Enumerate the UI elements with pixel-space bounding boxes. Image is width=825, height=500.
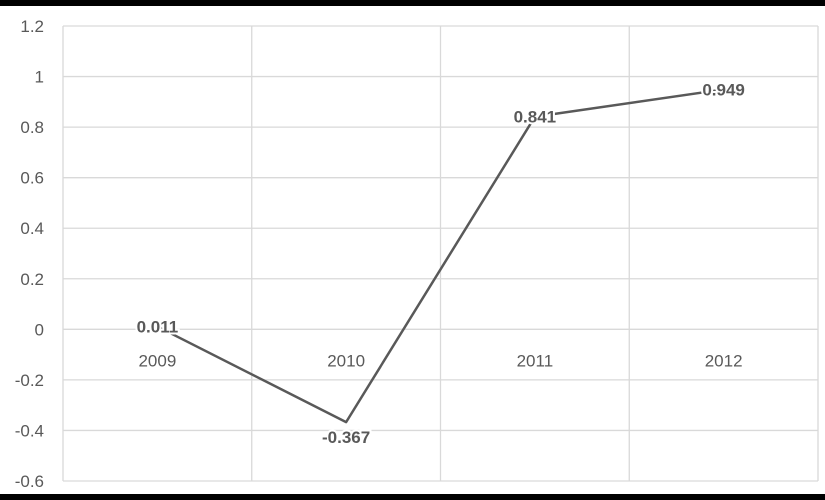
y-tick-label: 0.8 — [20, 118, 44, 137]
x-category-label: 2012 — [705, 351, 743, 370]
y-tick-label: 0.2 — [20, 270, 44, 289]
y-tick-label: 1 — [35, 68, 44, 87]
y-tick-label: 0 — [35, 320, 44, 339]
y-axis-tick-labels: 1.2 1 0.8 0.6 0.4 0.2 0 -0.2 -0.4 -0.6 — [15, 17, 44, 491]
gridlines — [62, 25, 819, 482]
y-tick-label: -0.6 — [15, 472, 44, 491]
y-tick-label: 1.2 — [20, 17, 44, 36]
y-tick-label: -0.4 — [15, 421, 44, 440]
data-label: 0.011 — [137, 318, 179, 337]
data-label: 0.841 — [514, 108, 557, 127]
series-line-group — [156, 88, 724, 424]
x-category-label: 2010 — [327, 351, 365, 370]
x-category-label: 2011 — [517, 351, 554, 370]
plot-background — [0, 6, 825, 494]
x-axis-category-labels: 2009 2010 2011 2012 — [138, 351, 742, 370]
data-label: 0.949 — [702, 80, 745, 99]
x-category-label: 2009 — [138, 351, 176, 370]
y-tick-label: 0.4 — [20, 219, 44, 238]
y-tick-label: -0.2 — [15, 371, 44, 390]
data-labels: 0.011 -0.367 0.841 0.949 — [135, 78, 747, 449]
y-tick-label: 0.6 — [20, 169, 44, 188]
series-line — [156, 88, 724, 424]
data-label: -0.367 — [322, 428, 370, 447]
